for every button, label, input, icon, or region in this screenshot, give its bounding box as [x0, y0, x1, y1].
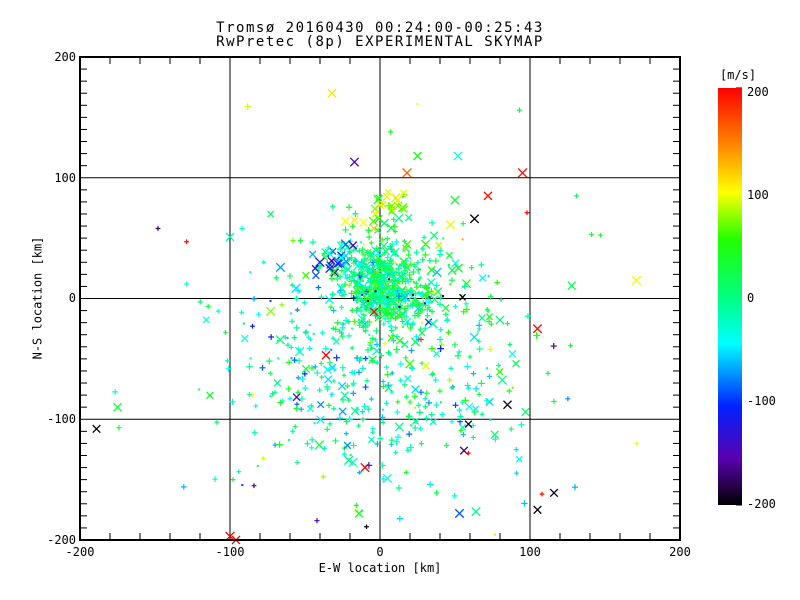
y-tick-label: -200	[47, 533, 76, 547]
y-tick-label: 200	[54, 50, 76, 64]
y-tick-label: -100	[47, 412, 76, 426]
colorbar	[718, 88, 742, 505]
colorbar-units-label: [m/s]	[719, 68, 757, 82]
colorbar-tick-label: 200	[747, 85, 769, 99]
colorbar-tick-label: -100	[747, 394, 776, 408]
x-axis-label: E-W location [km]	[318, 561, 442, 575]
x-tick-label: -200	[65, 545, 95, 559]
colorbar-tick-label: 0	[747, 291, 755, 305]
x-tick-label: 0	[376, 545, 384, 559]
x-tick-label: 100	[519, 545, 541, 559]
x-tick-label: -100	[215, 545, 245, 559]
y-tick-label: 100	[54, 171, 76, 185]
data-points	[112, 103, 603, 536]
colorbar-tick-label: 100	[747, 188, 769, 202]
outlier-points	[92, 88, 642, 545]
grid-lines	[80, 57, 680, 540]
colorbar-tick-label: -200	[747, 497, 776, 511]
y-tick-label: 0	[68, 291, 76, 305]
y-axis-label: N-S location [km]	[30, 236, 45, 360]
axis-ticks	[80, 57, 742, 540]
plot-frame	[79, 56, 681, 541]
figure-title: Tromsø 20160430 00:24:00-00:25:43	[216, 20, 544, 36]
x-tick-label: 200	[669, 545, 691, 559]
figure-subtitle: RwPretec (8p) EXPERIMENTAL SKYMAP	[216, 34, 544, 50]
